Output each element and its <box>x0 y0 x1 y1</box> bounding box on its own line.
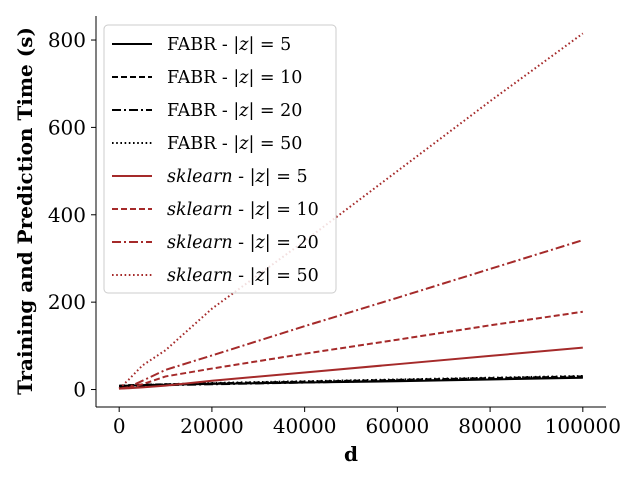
legend-label: sklearn - |z| = 20 <box>167 233 319 253</box>
y-ticks: 0 200 400 600 800 <box>48 28 96 402</box>
series-line-7 <box>119 239 584 390</box>
legend-label: FABR - |z| = 50 <box>167 134 302 154</box>
x-tick-label: 20000 <box>180 414 244 438</box>
legend-label: FABR - |z| = 10 <box>167 68 302 88</box>
legend-label-prefix: FABR <box>167 35 217 55</box>
y-axis-label: Training and Prediction Time (s) <box>13 27 37 395</box>
legend-label: FABR - |z| = 20 <box>167 101 302 121</box>
legend-label-z: 10 <box>296 200 318 220</box>
legend-label-prefix: sklearn <box>167 167 233 187</box>
legend-label-z: 20 <box>296 233 318 253</box>
legend-label-prefix: sklearn <box>167 266 233 286</box>
legend-label-z: 50 <box>296 266 318 286</box>
legend-label: sklearn - |z| = 5 <box>167 167 308 187</box>
legend-label: FABR - |z| = 5 <box>167 35 291 55</box>
y-tick-label: 600 <box>48 115 86 139</box>
series-line-6 <box>119 310 583 390</box>
legend-label-prefix: FABR <box>167 101 217 121</box>
y-tick-label: 0 <box>73 378 86 402</box>
legend-label-prefix: sklearn <box>167 233 233 253</box>
x-tick-label: 40000 <box>273 414 337 438</box>
legend-label-prefix: FABR <box>167 134 217 154</box>
series-line-5 <box>119 346 583 390</box>
x-tick-label: 0 <box>113 414 126 438</box>
legend-label-z: 10 <box>280 68 302 88</box>
x-tick-label: 100000 <box>545 414 621 438</box>
axes <box>95 16 606 408</box>
legend-label-prefix: FABR <box>167 68 217 88</box>
x-tick-label: 80000 <box>458 414 522 438</box>
legend-label: sklearn - |z| = 50 <box>167 266 319 286</box>
legend-label-z: 5 <box>280 35 291 55</box>
legend: FABR - |z| = 5 FABR - |z| = 10 FABR - |z| … <box>103 24 337 294</box>
x-tick-label: 60000 <box>366 414 430 438</box>
y-tick-label: 400 <box>48 203 86 227</box>
y-tick-label: 800 <box>48 28 86 52</box>
plot-lines <box>118 32 584 390</box>
legend-frame <box>103 24 337 294</box>
x-axis-label: d <box>344 442 358 466</box>
legend-label-z: 20 <box>280 101 302 121</box>
y-tick-label: 200 <box>48 290 86 314</box>
series-line-8 <box>118 32 584 390</box>
legend-label: sklearn - |z| = 10 <box>167 200 319 220</box>
legend-label-z: 50 <box>280 134 302 154</box>
x-ticks: 0 20000 40000 60000 80000 100000 <box>113 407 621 438</box>
legend-label-z: 5 <box>296 167 307 187</box>
legend-label-prefix: sklearn <box>167 200 233 220</box>
